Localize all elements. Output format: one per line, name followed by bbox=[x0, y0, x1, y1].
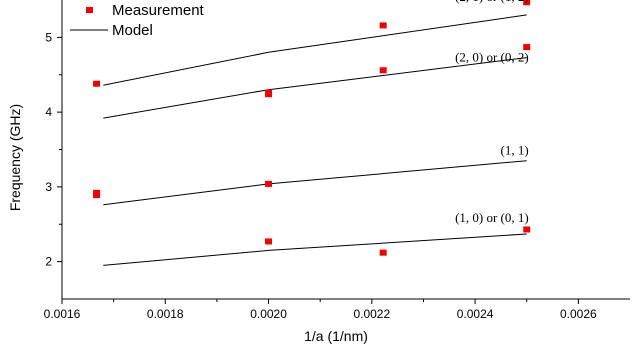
measurement-point bbox=[379, 22, 387, 29]
measurement-point bbox=[523, 226, 531, 233]
model-line bbox=[103, 57, 527, 119]
measurement-point bbox=[93, 80, 101, 87]
measurement-point bbox=[265, 180, 273, 187]
measurement-point bbox=[523, 44, 531, 51]
y-tick-label: 5 bbox=[45, 30, 52, 44]
y-axis: 2 3 4 5 bbox=[45, 0, 63, 299]
x-tick-label: 0.0022 bbox=[353, 307, 390, 321]
measurement-point bbox=[379, 67, 387, 74]
legend-label-measurement: Measurement bbox=[112, 2, 205, 19]
measurement-points bbox=[93, 0, 531, 256]
x-axis: 0.0016 0.0018 0.0020 0.0022 0.0024 0.0026 bbox=[44, 298, 630, 321]
x-axis-title: 1/a (1/nm) bbox=[304, 328, 368, 344]
mode-label: (2, 1) or (1, 2) bbox=[455, 0, 529, 4]
mode-label: (1, 1) bbox=[501, 143, 529, 158]
mode-label: (2, 0) or (0, 2) bbox=[455, 50, 529, 65]
measurement-point bbox=[93, 192, 101, 199]
mode-label: (1, 0) or (0, 1) bbox=[455, 210, 529, 225]
legend: Measurement Model bbox=[70, 2, 205, 39]
measurement-point bbox=[379, 249, 387, 256]
legend-label-model: Model bbox=[112, 22, 153, 39]
x-tick-label: 0.0024 bbox=[457, 307, 494, 321]
y-tick-label: 4 bbox=[45, 105, 52, 119]
measurement-point bbox=[265, 91, 273, 98]
x-tick-label: 0.0016 bbox=[44, 307, 81, 321]
model-line bbox=[103, 233, 527, 266]
y-axis-title: Frequency (GHz) bbox=[7, 104, 23, 211]
y-tick-label: 2 bbox=[45, 255, 52, 269]
legend-marker-measurement bbox=[86, 7, 93, 13]
model-line bbox=[103, 160, 527, 206]
x-tick-label: 0.0026 bbox=[560, 307, 597, 321]
measurement-point bbox=[523, 0, 531, 6]
x-tick-label: 0.0020 bbox=[250, 307, 287, 321]
y-tick-label: 3 bbox=[45, 180, 52, 194]
measurement-point bbox=[265, 238, 273, 245]
x-tick-label: 0.0018 bbox=[147, 307, 184, 321]
mode-labels: (1, 0) or (0, 1) (1, 1) (2, 0) or (0, 2) (2… bbox=[455, 0, 529, 225]
model-line bbox=[103, 14, 527, 86]
